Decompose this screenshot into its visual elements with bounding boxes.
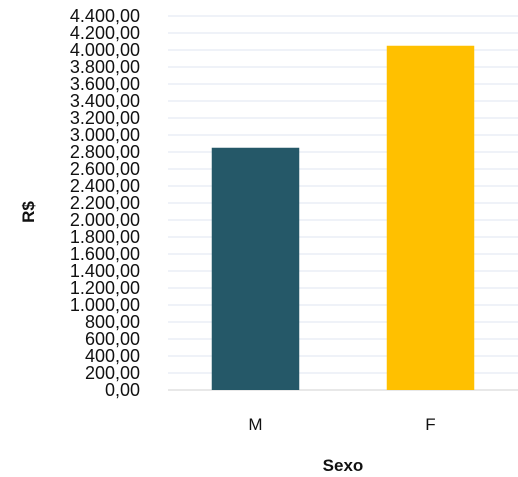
y-tick-label: 2.600,00 [70,159,140,179]
y-tick-label: 2.200,00 [70,193,140,213]
y-tick-label: 3.600,00 [70,74,140,94]
y-tick-label: 3.000,00 [70,125,140,145]
y-tick-label: 4.000,00 [70,40,140,60]
y-axis-title: R$ [19,201,38,223]
bar-m [211,147,300,390]
y-tick-label: 2.800,00 [70,142,140,162]
x-tick-label: F [425,415,435,434]
y-tick-label: 200,00 [85,363,140,383]
y-tick-label: 4.400,00 [70,6,140,26]
y-tick-label: 600,00 [85,329,140,349]
bar-f [386,45,475,390]
y-tick-label: 1.000,00 [70,295,140,315]
y-tick-label: 3.400,00 [70,91,140,111]
y-tick-label: 800,00 [85,312,140,332]
y-tick-label: 1.200,00 [70,278,140,298]
x-tick-label: M [248,415,262,434]
y-tick-label: 2.000,00 [70,210,140,230]
bars [211,45,475,390]
y-tick-label: 1.800,00 [70,227,140,247]
y-tick-label: 4.200,00 [70,23,140,43]
y-tick-label: 3.800,00 [70,57,140,77]
y-tick-label: 400,00 [85,346,140,366]
y-tick-label: 2.400,00 [70,176,140,196]
x-axis-title: Sexo [323,456,364,475]
y-tick-label: 0,00 [105,380,140,400]
y-tick-label: 1.400,00 [70,261,140,281]
y-tick-label: 1.600,00 [70,244,140,264]
y-tick-label: 3.200,00 [70,108,140,128]
y-axis-ticks: 0,00200,00400,00600,00800,001.000,001.20… [70,6,140,400]
